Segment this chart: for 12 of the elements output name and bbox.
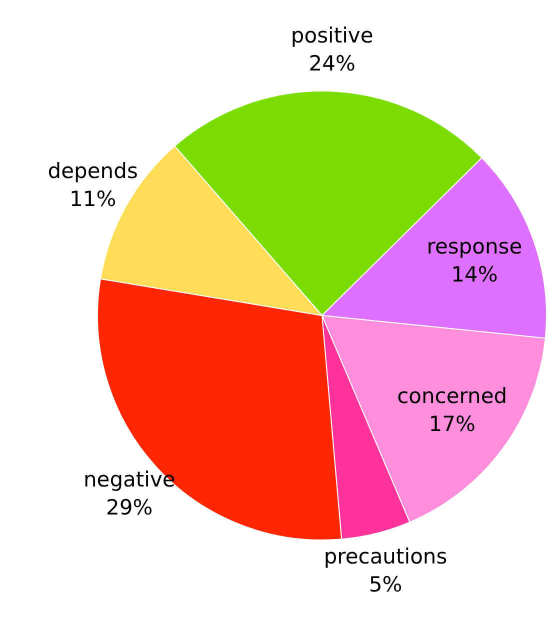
slice-label: negative [83,468,176,492]
slice-label: response [426,234,522,258]
slice-label: concerned [397,384,508,408]
slice-label: positive [290,24,374,48]
data-label: 11% [70,186,116,211]
data-label: 29% [106,496,153,520]
data-label: 14% [451,262,498,286]
slice-label: precautions [324,544,448,569]
data-label: 17% [428,412,476,436]
data-label: 5% [368,572,402,597]
data-label: 24% [308,52,356,76]
slice-label: depends [48,158,138,183]
